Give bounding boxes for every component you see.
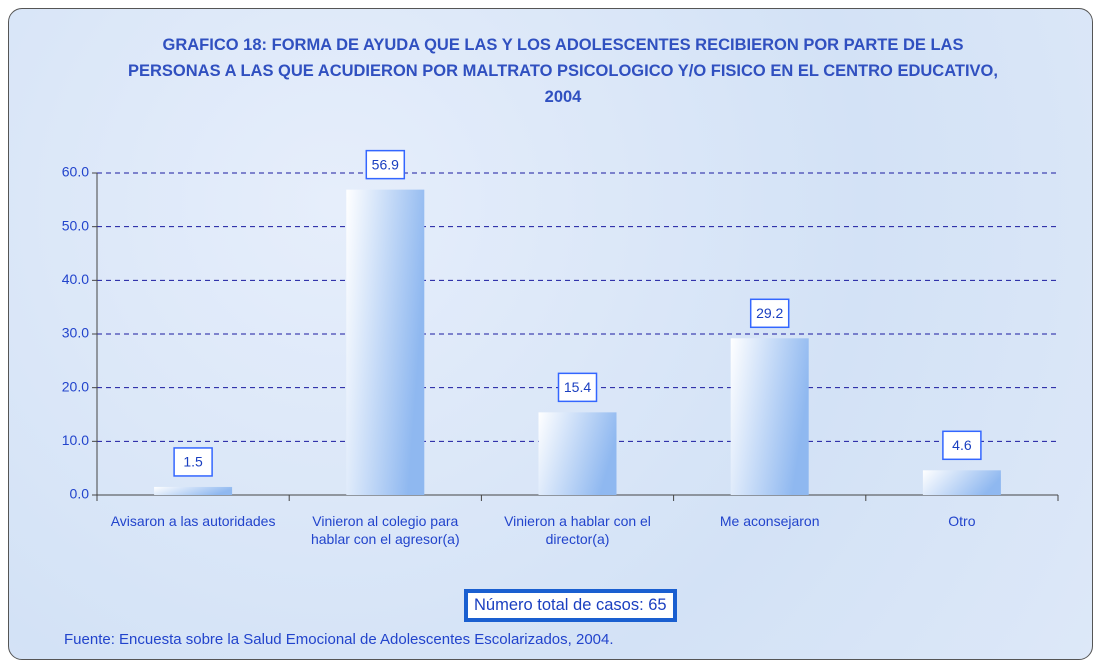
x-tick-label: Otro [948,513,976,529]
y-tick-label: 20.0 [62,378,89,394]
x-tick-label: Me aconsejaron [719,513,820,529]
bar [730,338,809,495]
y-tick-label: 40.0 [62,271,89,287]
data-label-box [557,372,598,403]
chart-title: GRAFICO 18: FORMA DE AYUDA QUE LAS Y LOS… [128,36,998,106]
source: Fuente: Encuesta sobre la Salud Emociona… [64,631,614,648]
data-label-box [173,447,213,477]
data-label-box [942,430,982,461]
bar [154,486,233,495]
annotation: Número total de casos: 65 [464,589,677,622]
bar [538,412,617,495]
data-label: 15.4 [564,379,591,395]
data-label: 29.2 [756,305,783,321]
data-label-box [749,298,790,329]
data-label: 4.6 [952,437,972,453]
data-label-box [365,149,406,180]
bar [922,470,1001,495]
x-tick-label: Avisaron a las autoridades [110,513,276,529]
y-tick-label: 0.0 [70,486,90,502]
data-label: 1.5 [183,454,203,470]
data-label: 56.9 [372,156,399,172]
y-tick-label: 60.0 [62,164,89,180]
x-tick-label: Vinieron al colegio para hablar con el a… [310,513,460,547]
y-tick-label: 50.0 [62,217,89,233]
bar [346,189,425,496]
x-tick-label: Vinieron a hablar con el director(a) [504,513,651,547]
y-tick-label: 10.0 [62,432,89,448]
y-tick-label: 30.0 [62,325,89,341]
